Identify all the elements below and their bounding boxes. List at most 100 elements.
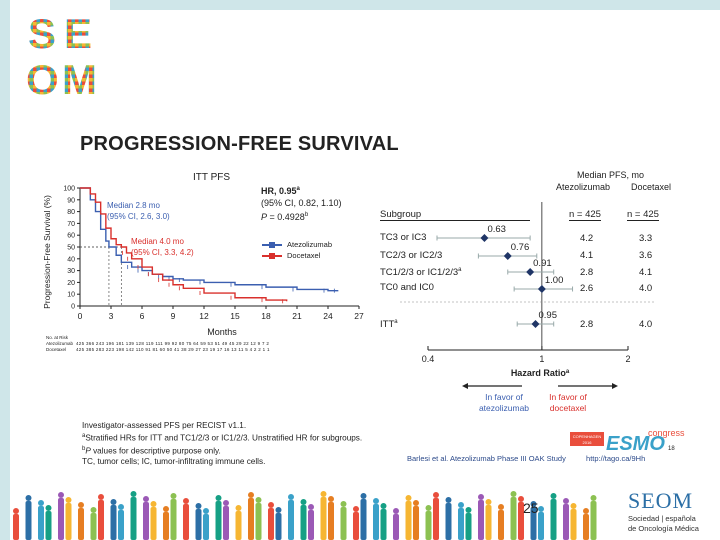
forest-atezo-0: 4.2 [580, 233, 594, 244]
person-silhouette [340, 501, 347, 540]
km-chart: 0 3 6 9 12 15 18 21 24 27 0 10 20 30 40 50 60 70 80 90 100 P… [42, 186, 364, 338]
legend-marker-doce [269, 253, 275, 259]
favor-left-line2: atezolizumab [479, 403, 529, 413]
person-silhouette [223, 500, 229, 540]
legend-label-doce: Docetaxel [287, 251, 321, 260]
forest-doce-0: 3.3 [639, 233, 653, 244]
person-silhouette [563, 498, 569, 540]
person-silhouette [405, 495, 412, 540]
person-silhouette [433, 492, 439, 540]
esmo-congress-badge: COPENHAGEN 2016 ESMO congress 18 [570, 428, 685, 455]
person-silhouette [458, 502, 464, 540]
km-chart-title: ITT PFS [193, 172, 231, 183]
at-risk-doce-name: Docetaxel [46, 347, 67, 352]
forest-itt-hr-label: 0.95 [538, 310, 557, 321]
person-silhouette [150, 501, 157, 540]
median-atezo-label: Median 2.8 mo [107, 201, 160, 210]
person-silhouette [163, 506, 169, 540]
person-silhouette [255, 497, 262, 540]
person-silhouette [320, 491, 327, 540]
esmo-slide-number: 18 [668, 446, 675, 452]
median-doce-label: Median 4.0 mo [131, 237, 184, 246]
km-x-tick-label: 9 [171, 311, 176, 321]
median-doce-ci: (95% CI, 3.3, 4.2) [131, 248, 194, 257]
km-curve-docetaxel [80, 187, 288, 302]
esmo-city: COPENHAGEN [573, 434, 602, 439]
footnote-2: aStratified HRs for ITT and TC1/2/3 or I… [82, 433, 363, 443]
person-silhouette [570, 503, 577, 540]
km-curves [80, 187, 339, 306]
favor-right-line1: In favor of [549, 392, 587, 402]
at-risk-atezo-name: Atezolizumab [46, 341, 74, 346]
person-silhouette [465, 507, 472, 540]
forest-n-atezo: n = 425 [569, 209, 601, 222]
hr-ci: (95% CI, 0.82, 1.10) [261, 198, 342, 208]
person-silhouette [215, 495, 222, 540]
logo-letter-s: S [28, 10, 56, 57]
person-silhouette [195, 503, 202, 540]
esmo-city-box [570, 432, 604, 446]
footnote-1: Investigator-assessed PFS per RECIST v1.… [82, 421, 247, 430]
person-silhouette [288, 494, 294, 540]
person-silhouette [275, 507, 282, 540]
km-y-axis-label: Progression-Free Survival (%) [42, 195, 52, 309]
forest-itt-marker [531, 320, 540, 328]
person-silhouette [183, 498, 189, 540]
forest-row-1-hr-label: 0.76 [511, 242, 530, 253]
seom-footer-name: SEOM [628, 488, 694, 513]
person-silhouette [308, 504, 314, 540]
forest-x-tick-label: 1 [539, 354, 544, 364]
footnotes: Investigator-assessed PFS per RECIST v1.… [82, 420, 362, 467]
forest-x-tick-label: 0.4 [422, 354, 435, 364]
person-silhouette [58, 492, 64, 540]
forest-doce-1: 3.6 [639, 250, 653, 261]
person-silhouette [300, 499, 307, 540]
forest-row-label-3: TC0 and IC0 [380, 282, 434, 293]
person-silhouette [98, 494, 104, 540]
person-silhouette [583, 508, 589, 540]
km-x-tick-label: 3 [109, 311, 114, 321]
person-silhouette [373, 498, 379, 540]
forest-axis: 0.4 1 2 [400, 202, 655, 364]
person-silhouette [143, 496, 149, 540]
citation-url[interactable]: http://tago.ca/9Hh [586, 454, 646, 463]
forest-row-2-marker [526, 268, 535, 276]
km-y-tick-label: 100 [63, 186, 75, 193]
left-accent-bar [0, 0, 10, 540]
person-silhouette [118, 504, 124, 540]
km-y-tick-label: 0 [71, 304, 75, 311]
seom-mosaic-logo: S E O M [26, 10, 97, 98]
forest-x-axis-label: Hazard Ratioa [511, 368, 570, 378]
person-silhouette [498, 504, 504, 540]
person-silhouette [170, 493, 177, 540]
km-ticks: 0 3 6 9 12 15 18 21 24 27 0 10 20 30 40 50 60 70 80 90 100 [63, 186, 364, 322]
people-silhouettes-strip [13, 491, 597, 540]
km-x-tick-label: 0 [78, 311, 83, 321]
km-x-tick-label: 18 [261, 311, 271, 321]
person-silhouette [478, 494, 484, 540]
forest-row-0-marker [480, 234, 489, 242]
km-x-axis-label: Months [207, 327, 237, 337]
forest-row-1-marker [503, 252, 512, 260]
logo-letter-o: O [26, 56, 59, 98]
page-number: 25 [523, 500, 539, 516]
km-legend-markers [262, 242, 282, 259]
forest-row-label-2: TC1/2/3 or IC1/2/3a [380, 267, 462, 279]
forest-header-doce: Docetaxel [631, 182, 672, 192]
person-silhouette [380, 503, 387, 540]
person-silhouette [413, 500, 419, 540]
person-silhouette [268, 502, 274, 540]
forest-row-3-hr-label: 1.00 [545, 275, 564, 286]
forest-doce-itt: 4.0 [639, 319, 653, 330]
km-x-tick-label: 6 [140, 311, 145, 321]
citation: Barlesi et al. Atezolizumab Phase III OA… [407, 454, 645, 463]
person-silhouette [328, 496, 334, 540]
person-silhouette [538, 506, 544, 540]
person-silhouette [110, 499, 117, 540]
person-silhouette [393, 508, 399, 540]
person-silhouette [530, 501, 537, 540]
forest-doce-3: 4.0 [639, 283, 653, 294]
hr-label: HR, 0.95a [261, 186, 300, 196]
km-y-tick-label: 70 [67, 221, 75, 228]
